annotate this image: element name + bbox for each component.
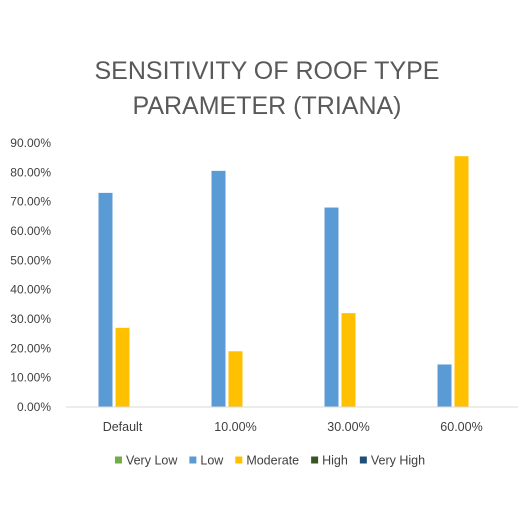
y-tick-label: 40.00% (10, 283, 51, 297)
legend: Very Low Low Moderate High Very High (114, 454, 425, 468)
x-category-label: 10.00% (214, 420, 256, 434)
y-tick-label: 80.00% (10, 165, 51, 179)
chart-title-line-2: PARAMETER (TRIANA) (133, 92, 402, 120)
bar-low (211, 170, 226, 407)
bar-moderate (115, 327, 130, 407)
y-tick-label: 90.00% (10, 136, 51, 150)
legend-label-moderate: Moderate (246, 454, 299, 468)
y-tick-label: 30.00% (10, 312, 51, 326)
legend-label-high: High (322, 454, 348, 468)
x-category-label: Default (103, 420, 143, 434)
y-tick-label: 70.00% (10, 195, 51, 209)
x-category-label: 30.00% (327, 420, 369, 434)
legend-label-very-high: Very High (371, 454, 425, 468)
y-tick-label: 50.00% (10, 253, 51, 267)
y-axis-ticks: 0.00% 10.00% 20.00% 30.00% 40.00% 50.00% 60.00… (10, 136, 51, 414)
bar-moderate (228, 351, 243, 407)
legend-label-very-low: Very Low (126, 454, 178, 468)
legend-label-low: Low (200, 454, 224, 468)
legend-swatch-moderate (235, 456, 243, 464)
legend-swatch-low (189, 456, 197, 464)
chart-title-line-1: SENSITIVITY OF ROOF TYPE (95, 57, 440, 85)
legend-swatch-high (311, 456, 319, 464)
y-tick-label: 0.00% (17, 400, 51, 414)
x-category-label: 60.00% (440, 420, 482, 434)
y-tick-label: 10.00% (10, 371, 51, 385)
legend-swatch-very-low (114, 456, 122, 464)
legend-swatch-very-high (359, 456, 367, 464)
y-tick-label: 20.00% (10, 341, 51, 355)
bar-low (324, 207, 339, 407)
plot-bars (98, 156, 469, 407)
x-axis-categories: Default 10.00% 30.00% 60.00% (103, 420, 483, 434)
y-tick-label: 60.00% (10, 224, 51, 238)
bar-moderate (454, 156, 469, 407)
bar-moderate (341, 313, 356, 407)
bar-low (437, 364, 452, 407)
bar-low (98, 192, 113, 407)
